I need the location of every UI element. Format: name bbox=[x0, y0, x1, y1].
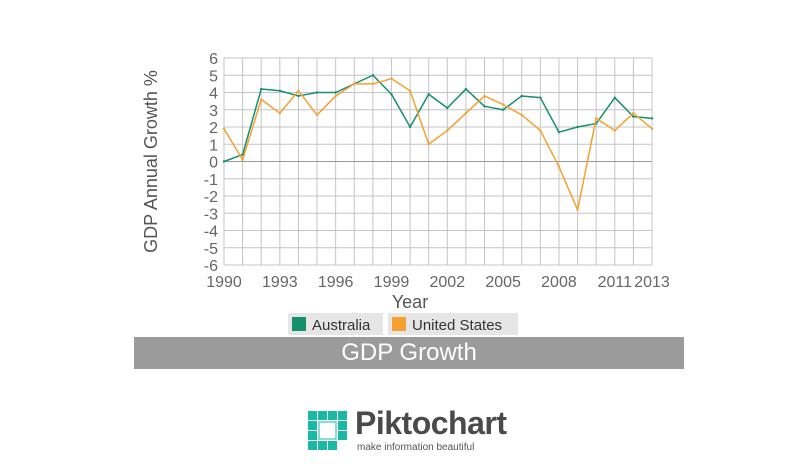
x-tick-label: 1996 bbox=[318, 274, 354, 291]
data-point bbox=[483, 94, 486, 98]
data-point bbox=[297, 94, 300, 98]
x-tick-label: 1990 bbox=[206, 274, 242, 291]
data-point bbox=[632, 115, 635, 118]
data-point bbox=[222, 160, 226, 163]
data-point bbox=[427, 93, 430, 96]
y-tick-label: 1 bbox=[209, 137, 218, 154]
data-point bbox=[557, 165, 561, 168]
piktochart-logo: Piktochart make information beautiful bbox=[305, 405, 507, 458]
data-point bbox=[650, 127, 654, 130]
legend-swatch bbox=[392, 317, 406, 331]
y-axis-title: GDP Annual Growth % bbox=[141, 70, 161, 253]
data-point bbox=[334, 91, 337, 94]
series-line-australia bbox=[223, 74, 653, 163]
y-tick-label: -6 bbox=[204, 258, 218, 275]
data-point bbox=[241, 153, 244, 156]
data-point bbox=[483, 105, 486, 108]
data-point bbox=[539, 129, 542, 132]
y-tick-label: 3 bbox=[209, 103, 218, 120]
legend-item-bg bbox=[388, 313, 518, 335]
data-point bbox=[390, 77, 393, 80]
data-point bbox=[632, 112, 635, 115]
data-point bbox=[446, 129, 449, 132]
x-tick-label: 1999 bbox=[374, 274, 410, 291]
y-tick-label: 4 bbox=[209, 86, 218, 103]
data-point bbox=[371, 82, 375, 86]
data-point bbox=[613, 129, 616, 132]
chart-title-banner: GDP Growth bbox=[134, 337, 684, 369]
data-point bbox=[427, 143, 430, 146]
legend-label: Australia bbox=[312, 317, 371, 334]
y-tick-label: -1 bbox=[204, 172, 218, 189]
data-point bbox=[390, 93, 393, 96]
data-point bbox=[446, 106, 449, 110]
legend-label: United States bbox=[412, 317, 502, 334]
data-point bbox=[594, 117, 598, 120]
y-tick-label: -4 bbox=[204, 224, 218, 241]
data-point bbox=[241, 158, 244, 161]
data-point bbox=[464, 112, 468, 115]
series-line-united-states bbox=[223, 77, 653, 211]
data-point bbox=[539, 96, 542, 99]
x-tick-label: 2002 bbox=[430, 274, 466, 291]
data-point bbox=[408, 89, 412, 92]
data-point bbox=[260, 98, 263, 101]
data-point bbox=[260, 87, 263, 91]
data-point bbox=[501, 108, 505, 111]
y-tick-label: 6 bbox=[209, 51, 218, 68]
data-point bbox=[334, 94, 337, 98]
data-point bbox=[501, 103, 505, 106]
piktochart-mark-icon bbox=[308, 411, 347, 450]
y-tick-label: 0 bbox=[209, 155, 218, 172]
x-tick-label: 2005 bbox=[485, 274, 521, 291]
data-point bbox=[576, 125, 579, 129]
y-tick-label: -3 bbox=[204, 206, 218, 223]
x-tick-label: 1993 bbox=[262, 274, 298, 291]
logo-tagline: make information beautiful bbox=[357, 442, 475, 453]
x-tick-label: 2011 bbox=[598, 274, 633, 291]
data-point bbox=[520, 113, 523, 117]
data-point bbox=[315, 113, 319, 117]
data-point bbox=[315, 91, 319, 94]
data-point bbox=[278, 89, 282, 92]
y-tick-label: 2 bbox=[209, 120, 218, 137]
data-point bbox=[613, 96, 616, 99]
legend-swatch bbox=[292, 317, 306, 331]
legend-item-bg bbox=[288, 313, 383, 335]
data-point bbox=[297, 89, 300, 92]
data-point bbox=[408, 125, 412, 129]
y-tick-label: -2 bbox=[204, 189, 218, 206]
data-point bbox=[650, 117, 654, 120]
chart-title: GDP Growth bbox=[341, 339, 477, 366]
data-point bbox=[576, 208, 579, 211]
logo-wordmark: Piktochart bbox=[355, 405, 507, 441]
x-tick-label: 2008 bbox=[541, 274, 577, 291]
x-axis-title: Year bbox=[392, 292, 428, 312]
data-point bbox=[278, 112, 282, 115]
data-point bbox=[464, 87, 468, 91]
data-point bbox=[353, 82, 356, 86]
y-tick-label: 5 bbox=[209, 68, 218, 85]
y-tick-label: -5 bbox=[204, 241, 218, 258]
data-point bbox=[557, 130, 561, 134]
data-point bbox=[520, 94, 523, 98]
data-point bbox=[371, 74, 375, 77]
data-point bbox=[222, 127, 226, 130]
x-tick-label: 2013 bbox=[634, 274, 670, 291]
